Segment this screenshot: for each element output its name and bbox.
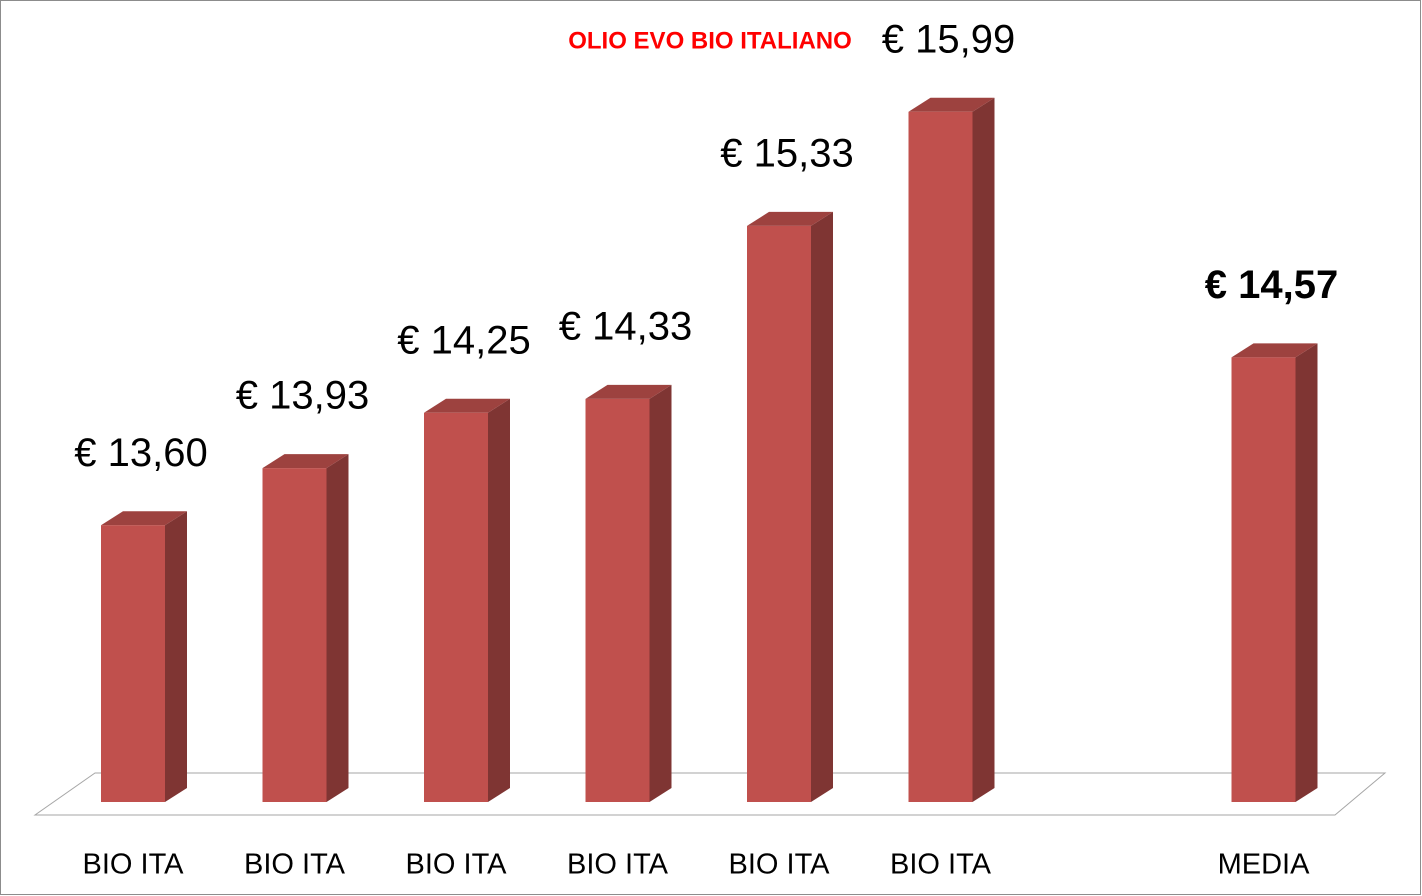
bar-top xyxy=(585,384,672,399)
x-tick-label: BIO ITA xyxy=(890,849,992,881)
bar xyxy=(1231,357,1296,802)
value-label: € 15,99 xyxy=(882,17,1015,61)
value-label: € 13,60 xyxy=(74,431,207,475)
value-label: € 15,33 xyxy=(720,131,853,175)
floor xyxy=(33,772,1387,816)
bar xyxy=(101,525,165,802)
bar-top xyxy=(101,511,187,526)
bar-top xyxy=(262,454,349,469)
bar-side xyxy=(811,211,833,802)
bar xyxy=(585,398,650,802)
bar-top xyxy=(1231,343,1318,358)
bar xyxy=(747,225,811,802)
x-tick-label: BIO ITA xyxy=(244,849,346,881)
x-tick-label: BIO ITA xyxy=(729,849,831,881)
chart-title: OLIO EVO BIO ITALIANO xyxy=(568,27,852,54)
bar xyxy=(908,111,973,803)
bar xyxy=(424,412,488,802)
bar-side xyxy=(326,454,349,802)
x-tick-label: MEDIA xyxy=(1218,849,1311,881)
value-label: € 14,33 xyxy=(559,304,692,348)
bar-side xyxy=(649,384,672,802)
value-label: € 14,25 xyxy=(397,318,530,362)
bar-top xyxy=(908,97,995,112)
x-tick-label: BIO ITA xyxy=(83,849,185,881)
bar-top xyxy=(424,398,510,413)
bar-top xyxy=(747,211,833,226)
value-label: € 14,57 xyxy=(1205,263,1338,307)
x-tick-label: BIO ITA xyxy=(406,849,508,881)
bar-side xyxy=(1295,343,1318,802)
bar-side xyxy=(165,511,187,802)
bar-side xyxy=(972,97,995,803)
x-tick-label: BIO ITA xyxy=(567,849,669,881)
value-label: € 13,93 xyxy=(236,374,369,418)
bar-side xyxy=(488,398,510,802)
bar xyxy=(262,468,327,802)
